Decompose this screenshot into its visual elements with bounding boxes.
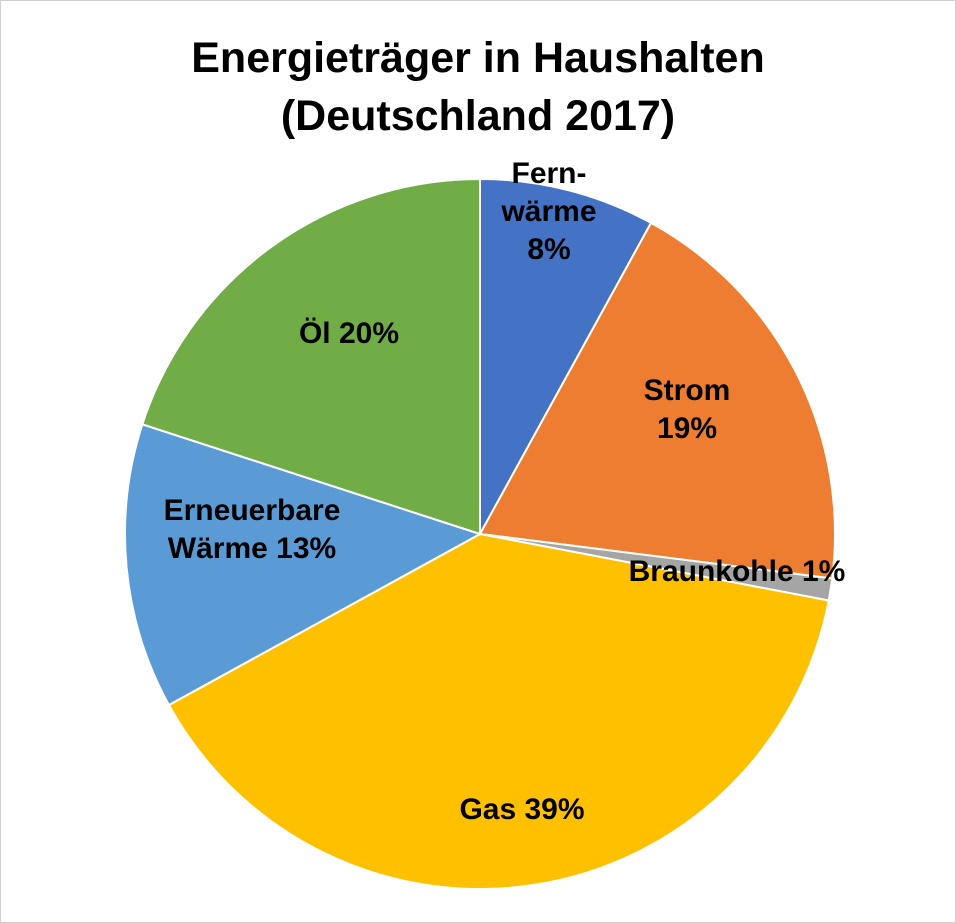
data-label-line: Braunkohle 1%	[629, 555, 846, 588]
data-label-line: 19%	[657, 412, 717, 445]
data-label-erneuerbare-wärme: Erneuerbare Wärme 13%	[164, 494, 341, 565]
data-label-line: Öl 20%	[299, 317, 399, 350]
data-label-fernwärme: Fern-wärme 8%	[500, 157, 596, 266]
data-label-line: Erneuerbare	[164, 494, 341, 527]
data-label-öl: Öl 20%	[299, 317, 399, 350]
chart-title-line-2: (Deutschland 2017)	[280, 92, 676, 140]
chart-title-line-1: Energieträger in Haushalten	[191, 34, 765, 82]
data-label-strom: Strom 19%	[644, 374, 731, 445]
pie-slice-gas	[167, 532, 830, 890]
data-label-line: Gas 39%	[459, 793, 584, 826]
pie-slice-erneuerbare-wärme	[124, 423, 483, 707]
chart-title: Energieträger in Haushalten (Deutschland…	[1, 29, 955, 145]
data-label-line: Fern-	[512, 157, 587, 190]
data-label-line: wärme	[500, 195, 596, 228]
pie-slice-fernwärme	[479, 177, 653, 535]
data-label-line: Strom	[644, 374, 731, 407]
data-label-line: Wärme 13%	[168, 532, 336, 565]
data-label-line: 8%	[527, 233, 570, 266]
data-label-gas: Gas 39%	[459, 793, 584, 826]
data-label-braunkohle: Braunkohle 1%	[629, 555, 846, 588]
pie-slice-öl	[141, 177, 481, 536]
pie-slice-strom	[478, 221, 836, 580]
